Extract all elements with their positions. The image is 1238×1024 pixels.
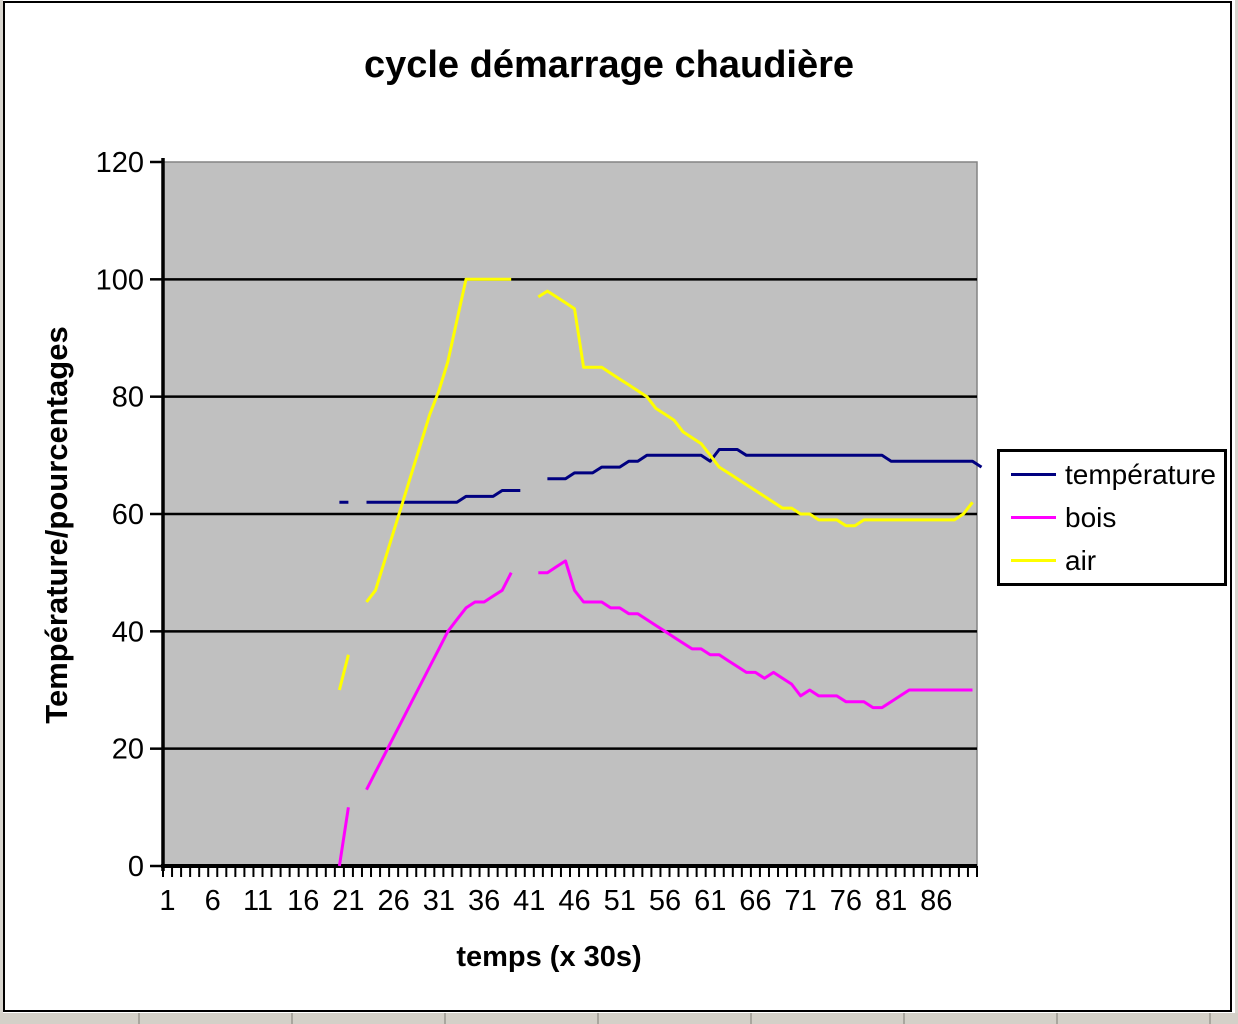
sheet-cell-line [903,1013,905,1024]
x-tick-label: 6 [205,885,221,917]
x-tick-label: 86 [920,885,952,917]
series-line-température [339,448,983,504]
legend-entry-bois: bois [1000,496,1224,539]
left-margin-strip [0,0,3,1024]
x-tick-label: 51 [604,885,636,917]
legend-label: bois [1065,501,1117,533]
legend-line-swatch [1011,559,1056,562]
sheet-cell-line [138,1013,140,1024]
x-tick-label: 61 [694,885,726,917]
y-tick-label: 120 [96,147,144,179]
x-tick-label: 36 [468,885,500,917]
sheet-cell-line [750,1013,752,1024]
y-tick-label: 80 [112,382,144,414]
x-tick-label: 76 [830,885,862,917]
x-tick-label: 1 [159,885,175,917]
x-tick-label: 46 [558,885,590,917]
sheet-cell-line [1056,1013,1058,1024]
legend-entry-air: air [1000,539,1224,582]
legend-line-swatch [1011,473,1056,476]
x-axis-title: temps (x 30s) [456,941,642,973]
y-tick-label: 100 [96,264,144,296]
y-tick-label: 20 [112,734,144,766]
legend: température bois air [997,449,1227,586]
sheet-cell-line [291,1013,293,1024]
x-tick-label: 26 [377,885,409,917]
x-tick-label: 16 [287,885,319,917]
sheet-cell-line [597,1013,599,1024]
right-margin-strip [1235,0,1238,1024]
x-tick-label: 81 [875,885,907,917]
x-tick-label: 56 [649,885,681,917]
series-line-air [337,277,974,691]
y-tick-label: 60 [112,499,144,531]
x-tick-label: 21 [332,885,364,917]
x-tick-label: 41 [513,885,545,917]
x-tick-label: 66 [739,885,771,917]
legend-label: air [1065,544,1097,576]
legend-line-swatch [1011,516,1056,519]
x-tick-label: 11 [243,885,273,917]
legend-entry-temperature: température [1000,453,1224,496]
series-line-bois [337,559,973,867]
sheet-cell-line [444,1013,446,1024]
legend-label: température [1065,458,1216,490]
x-tick-label: 31 [423,885,455,917]
y-tick-label: 40 [112,616,144,648]
x-tick-label: 71 [784,885,816,917]
spreadsheet-strip [0,1013,1238,1024]
chart-title: cycle démarrage chaudière [363,44,855,86]
y-tick-label: 0 [128,851,144,883]
sheet-cell-line [1209,1013,1211,1024]
